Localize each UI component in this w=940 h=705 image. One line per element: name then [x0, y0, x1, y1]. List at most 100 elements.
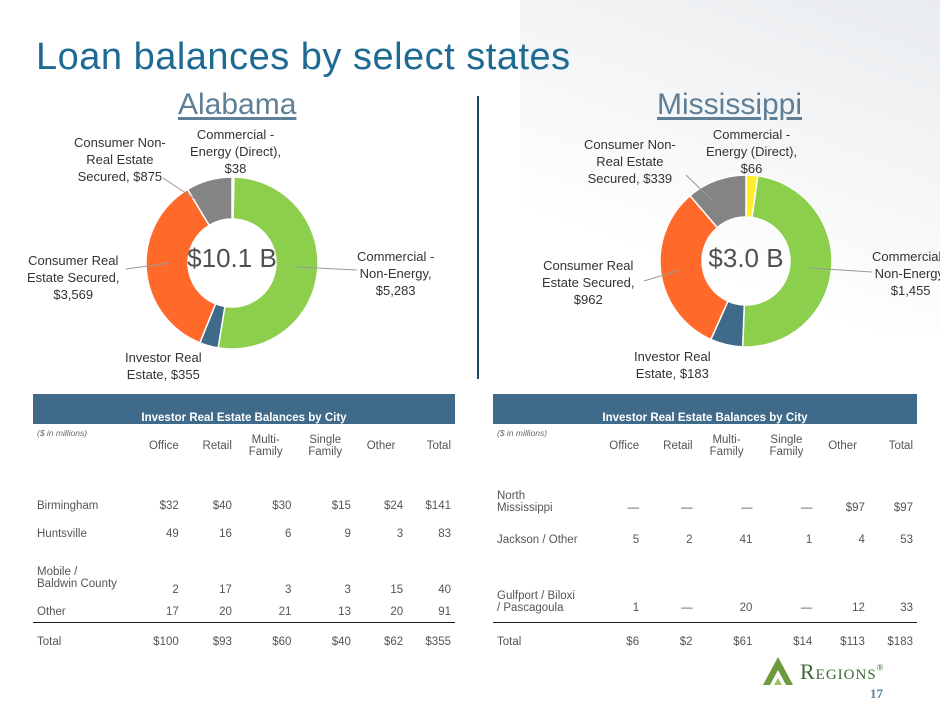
cell: $97 [893, 502, 913, 514]
col-retail: Retail [663, 440, 693, 452]
table-row: Huntsville 49 16 6 9 3 83 [33, 520, 455, 548]
mississippi-donut-chart [659, 174, 833, 348]
logo-wordmark: Regions® [800, 659, 885, 684]
table-row: Mobile / Baldwin County 2 17 3 3 15 40 [33, 548, 455, 596]
cell: 4 [858, 534, 865, 546]
mississippi-label-commercial-non-energy: Commercial -Non-Energy,$1,455 [872, 249, 940, 298]
col-single-family: Single Family [308, 434, 343, 458]
mississippi-slice-consumer-real-estate-secured [659, 194, 729, 341]
page-number: 17 [870, 686, 883, 701]
cell: 20 [219, 605, 232, 618]
col-multi-family: Multi- Family [709, 434, 744, 458]
cell: 5 [632, 534, 640, 546]
cell: $40 [295, 621, 355, 662]
alabama-label-commercial-non-energy: Commercial - Non-Energy, $5,283 [357, 249, 435, 298]
cell: 41 [739, 534, 753, 546]
alabama-heading: Alabama [178, 88, 297, 121]
row-label: Jackson / Other [497, 534, 578, 546]
row-label: Huntsville [37, 528, 87, 540]
unit-note: ($ in millions) [37, 428, 88, 438]
cell: $2 [643, 621, 697, 662]
cell: $355 [407, 621, 455, 662]
col-total: Total [888, 440, 913, 452]
table-total-row: Total $100 $93 $60 $40 $62 $355 [33, 621, 455, 662]
table-row: Gulfport / Biloxi / Pascagoula 1 — 20 — 1… [493, 558, 917, 622]
regions-logo [763, 657, 793, 685]
table-row: Birmingham $32 $40 $30 $15 $24 $141 [33, 468, 455, 520]
alabama-label-consumer-real-estate: Consumer Real Estate Secured, $3,569 [27, 253, 120, 302]
cell: 91 [438, 605, 451, 618]
alabama-consumer-re-leader [125, 262, 171, 270]
mississippi-label-investor-real-estate: Investor Real Estate, $183 [634, 349, 711, 381]
mississippi-non-energy-leader [808, 267, 873, 273]
cell: 49 [165, 528, 179, 540]
cell: 16 [219, 528, 232, 540]
table-row: Jackson / Other 5 2 41 1 4 53 [493, 518, 917, 558]
cell: $30 [272, 500, 292, 512]
table-total-row: Total $6 $2 $61 $14 $113 $183 [493, 621, 917, 662]
cell: 1 [805, 534, 813, 546]
row-label: Gulfport / Biloxi / Pascagoula [497, 589, 575, 614]
mississippi-heading: Mississippi [657, 88, 803, 121]
cell: 40 [438, 584, 451, 596]
col-office: Office [148, 440, 179, 452]
cell: $61 [696, 621, 757, 662]
cell: 2 [686, 534, 693, 546]
col-single-family: Single Family [769, 434, 804, 458]
table-title: Investor Real Estate Balances by City [33, 394, 455, 424]
mississippi-total-label: $3.0 B [708, 243, 784, 273]
cell: 3 [285, 584, 292, 596]
cell: 17 [165, 605, 179, 618]
mississippi-slice-commercial-non-energy [741, 174, 833, 348]
cell: $24 [384, 500, 404, 512]
cell: 3 [344, 584, 351, 596]
cell: 1 [632, 601, 640, 614]
cell: 83 [438, 528, 451, 540]
cell: 53 [900, 534, 913, 546]
alabama-total-label: $10.1 B [187, 243, 277, 273]
triangle-icon [763, 657, 793, 685]
cell: 20 [739, 601, 753, 614]
cell: 6 [285, 528, 292, 540]
cell: $60 [235, 621, 296, 662]
cell: $14 [756, 621, 817, 662]
alabama-donut-chart [145, 176, 319, 350]
table-row: Other 17 20 21 13 20 91 [33, 596, 455, 622]
cell: — [627, 502, 640, 514]
cell: $93 [182, 621, 236, 662]
alabama-investor-re-table: Investor Real Estate Balances by City ($… [33, 394, 455, 662]
col-other: Other [828, 440, 857, 452]
cell: $15 [331, 500, 351, 512]
row-label: North Mississippi [497, 490, 553, 514]
cell: — [740, 502, 753, 514]
cell: 20 [390, 605, 404, 618]
col-office: Office [609, 440, 640, 452]
section-divider [477, 96, 479, 379]
cell: $100 [129, 621, 183, 662]
cell: — [681, 502, 693, 514]
table-row: North Mississippi — — — — $97 $97 [493, 468, 917, 518]
cell: 9 [344, 528, 351, 540]
cell: $32 [159, 500, 179, 512]
cell: — [800, 601, 813, 614]
alabama-consumer-non-re-leader [162, 177, 199, 202]
row-label: Other [37, 605, 66, 618]
alabama-label-consumer-non-real-estate: Consumer Non- Real Estate Secured, $875 [74, 135, 166, 184]
cell: $113 [816, 621, 869, 662]
row-label: Total [33, 621, 129, 662]
alabama-non-energy-leader [295, 266, 358, 271]
cell: — [681, 601, 693, 614]
cell: 15 [390, 584, 404, 596]
mississippi-consumer-re-leader [643, 269, 681, 282]
background-shading [520, 0, 940, 330]
unit-note: ($ in millions) [497, 428, 548, 438]
alabama-label-investor-real-estate: Investor Real Estate, $355 [125, 350, 202, 382]
mississippi-label-consumer-real-estate: Consumer Real Estate Secured, $962 [542, 258, 635, 307]
col-retail: Retail [202, 440, 232, 452]
col-total: Total [426, 440, 451, 452]
cell: $6 [589, 621, 644, 662]
mississippi-label-commercial-energy: Commercial - Energy (Direct), $66 [706, 127, 798, 176]
row-label: Birmingham [37, 500, 99, 512]
cell: $40 [212, 500, 232, 512]
